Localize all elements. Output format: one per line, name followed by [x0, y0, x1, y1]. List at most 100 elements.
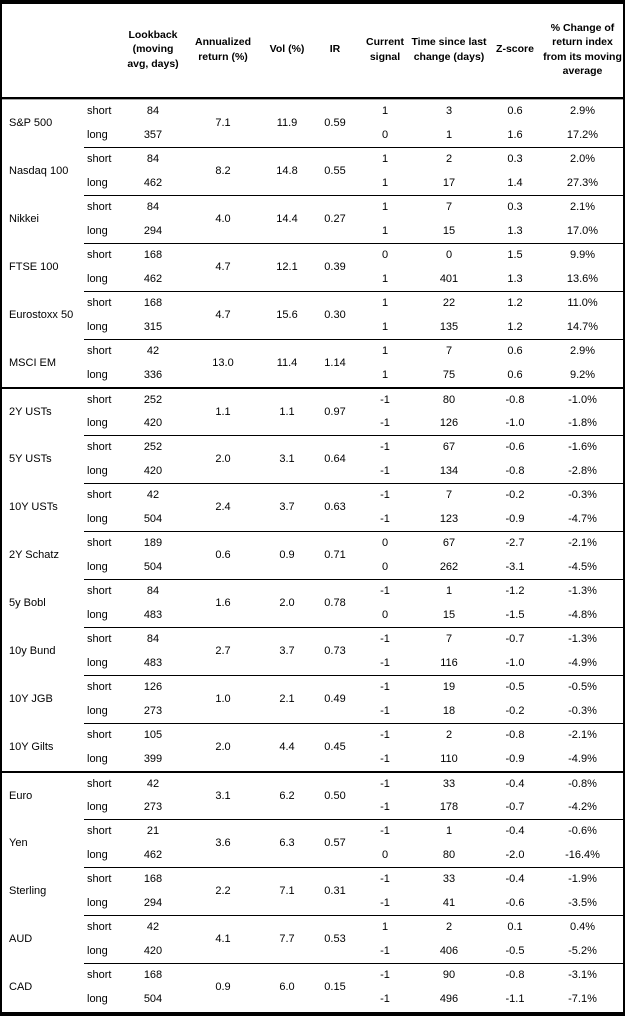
- lookback-value: 84: [124, 195, 182, 219]
- ir-value: 0.45: [310, 723, 360, 771]
- annualized-return-value: 3.1: [182, 771, 264, 819]
- pct-change-value: 9.9%: [542, 243, 623, 267]
- instrument-row-long: long 399 -1 110 -0.9 -4.9%: [2, 747, 623, 771]
- current-signal-value: 1: [381, 176, 389, 189]
- current-signal-value: -1: [360, 675, 410, 699]
- ir-value: 1.14: [310, 339, 360, 387]
- header-pct-change: % Change of return index from its moving…: [542, 4, 623, 99]
- leg-label: long: [87, 320, 108, 333]
- lookback-value: 420: [143, 464, 163, 477]
- time-since-change-value: 1: [410, 579, 488, 603]
- current-signal-value: 1: [381, 320, 389, 333]
- time-since-change-value: 17: [442, 176, 456, 189]
- leg-label: short: [84, 243, 124, 267]
- leg-label: long: [87, 224, 108, 237]
- current-signal-value: -1: [360, 387, 410, 411]
- instrument-name: Nasdaq 100: [9, 164, 69, 177]
- leg-label: short: [84, 963, 124, 987]
- annualized-return-value: 2.4: [182, 483, 264, 531]
- zscore-value: -2.7: [488, 531, 542, 555]
- leg-label: short: [84, 723, 124, 747]
- zscore-value: 1.2: [507, 320, 523, 333]
- header-annualized-return: Annualized return (%): [182, 4, 264, 99]
- instrument-row-short: Euro short 42 3.1 6.2 0.50 -1 33 -0.4 -0.8%: [2, 771, 623, 802]
- zscore-value: 0.6: [507, 368, 523, 381]
- pct-change-value: -1.3%: [542, 627, 623, 651]
- instrument-name: Sterling: [9, 884, 47, 897]
- pct-change-value: 17.0%: [566, 224, 599, 237]
- annualized-return-value: 1.1: [182, 387, 264, 435]
- leg-label: short: [84, 819, 124, 843]
- time-since-change-value: 7: [410, 195, 488, 219]
- leg-label: long: [87, 752, 108, 765]
- current-signal-value: -1: [360, 723, 410, 747]
- zscore-value: -0.8: [488, 723, 542, 747]
- instrument-row-long: long 294 -1 41 -0.6 -3.5%: [2, 891, 623, 915]
- annualized-return-value: 4.7: [182, 243, 264, 291]
- vol-value: 11.9: [264, 99, 310, 147]
- pct-change-value: -1.9%: [542, 867, 623, 891]
- leg-label: long: [87, 560, 108, 573]
- annualized-return-value: 2.7: [182, 627, 264, 675]
- pct-change-value: -2.1%: [542, 531, 623, 555]
- zscore-value: -0.7: [488, 627, 542, 651]
- header-current-signal: Current signal: [360, 4, 410, 99]
- pct-change-value: 2.1%: [542, 195, 623, 219]
- time-since-change-value: 15: [442, 608, 456, 621]
- time-since-change-value: 7: [410, 627, 488, 651]
- time-since-change-value: 67: [410, 531, 488, 555]
- current-signal-value: -1: [380, 800, 390, 813]
- time-since-change-value: 15: [442, 224, 456, 237]
- instrument-row-short: Sterling short 168 2.2 7.1 0.31 -1 33 -0.4 -1.9%: [2, 867, 623, 897]
- leg-label: short: [84, 627, 124, 651]
- zscore-value: -1.0: [505, 416, 525, 429]
- table-body: S&P 500 short 84 7.1 11.9 0.59 1 3 0.6 2.9% long 35…: [2, 99, 623, 1011]
- lookback-value: 399: [143, 752, 163, 765]
- instrument-name: 5y Bobl: [9, 596, 46, 609]
- current-signal-value: 1: [360, 915, 410, 939]
- pct-change-value: 2.9%: [542, 99, 623, 123]
- table-header: Lookback (moving avg, days) Annualized r…: [2, 4, 623, 99]
- current-signal-value: -1: [360, 483, 410, 507]
- current-signal-value: -1: [360, 435, 410, 459]
- vol-value: 15.6: [264, 291, 310, 339]
- ir-value: 0.50: [310, 771, 360, 819]
- pct-change-value: 2.9%: [542, 339, 623, 363]
- leg-label: short: [84, 99, 124, 123]
- current-signal-value: -1: [380, 896, 390, 909]
- vol-value: 12.1: [264, 243, 310, 291]
- leg-label: short: [84, 435, 124, 459]
- leg-label: long: [87, 272, 108, 285]
- time-since-change-value: 110: [440, 752, 458, 765]
- time-since-change-value: 496: [439, 992, 459, 1005]
- pct-change-value: 27.3%: [566, 176, 599, 189]
- instrument-row-long: long 294 1 15 1.3 17.0%: [2, 219, 623, 243]
- pct-change-value: -0.3%: [542, 483, 623, 507]
- ir-value: 0.73: [310, 627, 360, 675]
- leg-label: short: [84, 867, 124, 891]
- pct-change-value: -0.8%: [542, 771, 623, 795]
- instrument-name: Euro: [2, 771, 84, 819]
- header-ir: IR: [310, 4, 360, 99]
- instrument-name: 2Y USTs: [2, 387, 84, 435]
- lookback-value: 21: [124, 819, 182, 843]
- ir-value: 0.97: [310, 387, 360, 435]
- instrument-row-long: long 273 -1 178 -0.7 -4.2%: [2, 795, 623, 819]
- leg-label: long: [87, 800, 108, 813]
- time-since-change-value: 123: [439, 512, 459, 525]
- current-signal-value: 1: [360, 291, 410, 315]
- instrument-row-short: 10Y JGB short 126 1.0 2.1 0.49 -1 19 -0.5 -0.5%: [2, 675, 623, 705]
- leg-label: short: [84, 147, 124, 171]
- pct-change-value: -4.2%: [568, 800, 597, 813]
- leg-label: long: [87, 896, 108, 909]
- time-since-change-value: 262: [439, 560, 459, 573]
- instrument-row-long: long 420 -1 406 -0.5 -5.2%: [2, 939, 623, 963]
- instrument-name: FTSE 100: [9, 260, 59, 273]
- zscore-value: -0.9: [505, 512, 525, 525]
- lookback-value: 294: [143, 224, 163, 237]
- zscore-value: -0.7: [505, 800, 525, 813]
- header-zscore: Z-score: [488, 4, 542, 99]
- instrument-row-long: long 504 -1 496 -1.1 -7.1%: [2, 987, 623, 1011]
- lookback-value: 84: [124, 627, 182, 651]
- instrument-name: Eurostoxx 50: [9, 308, 74, 321]
